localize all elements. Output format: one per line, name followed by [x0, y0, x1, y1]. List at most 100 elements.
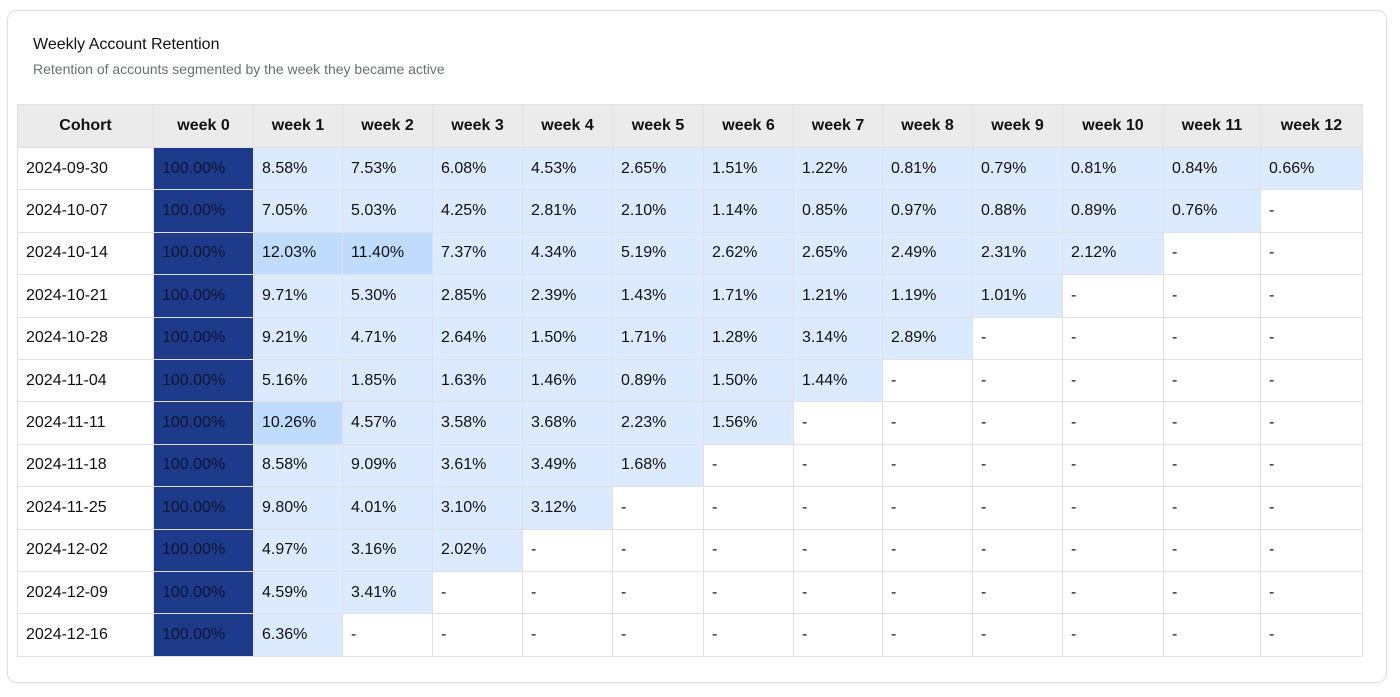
- retention-cell: -: [972, 528, 1063, 572]
- cohort-cell: 2024-11-04: [17, 358, 154, 403]
- retention-cell: -: [882, 613, 973, 657]
- retention-cell: 3.10%: [432, 486, 523, 530]
- retention-cell: 5.03%: [342, 189, 433, 233]
- table-row: 2024-10-28 100.00% 9.21% 4.71% 2.64% 1.50% 1.7…: [17, 316, 1363, 360]
- retention-cell: 2.23%: [612, 401, 704, 445]
- cohort-cell: 2024-11-11: [17, 401, 154, 445]
- retention-cell: -: [793, 570, 883, 615]
- retention-cell: 8.58%: [253, 146, 343, 191]
- retention-cell: -: [972, 486, 1063, 530]
- column-header-week-11: week 11: [1163, 104, 1261, 148]
- retention-cell: -: [703, 613, 794, 657]
- retention-cell: 0.66%: [1260, 146, 1363, 191]
- retention-cell: 3.16%: [342, 528, 433, 572]
- retention-cell: 4.53%: [522, 146, 613, 191]
- retention-cell: 4.59%: [253, 570, 343, 615]
- table-body: 2024-09-30 100.00% 8.58% 7.53% 6.08% 4.53% 2.6…: [17, 146, 1363, 657]
- retention-cell: -: [793, 443, 883, 488]
- retention-card: Weekly Account Retention Retention of ac…: [7, 10, 1387, 683]
- cohort-cell: 2024-11-25: [17, 486, 154, 530]
- retention-cell: -: [1260, 528, 1363, 572]
- retention-cell: -: [882, 570, 973, 615]
- retention-cell: -: [972, 401, 1063, 445]
- retention-cell: 1.01%: [972, 274, 1063, 318]
- retention-cell: 0.76%: [1163, 189, 1261, 233]
- retention-cell: 2.89%: [882, 316, 973, 360]
- retention-cell: 1.51%: [703, 146, 794, 191]
- retention-cell: 5.16%: [253, 358, 343, 403]
- retention-cell: -: [793, 486, 883, 530]
- retention-cell: 1.85%: [342, 358, 433, 403]
- retention-cell: 2.65%: [612, 146, 704, 191]
- retention-cell: -: [1062, 613, 1164, 657]
- retention-cell: -: [522, 528, 613, 572]
- retention-cell: -: [522, 613, 613, 657]
- retention-cell: 6.36%: [253, 613, 343, 657]
- table-row: 2024-11-18 100.00% 8.58% 9.09% 3.61% 3.49% 1.6…: [17, 443, 1363, 488]
- retention-cell: 1.71%: [703, 274, 794, 318]
- retention-cell: 9.80%: [253, 486, 343, 530]
- retention-cell: 1.28%: [703, 316, 794, 360]
- retention-cell: 12.03%: [253, 231, 343, 276]
- retention-cell: 3.41%: [342, 570, 433, 615]
- retention-cell: 0.89%: [1062, 189, 1164, 233]
- retention-cell: 100.00%: [153, 528, 254, 572]
- retention-cell: -: [1260, 358, 1363, 403]
- retention-cell: -: [1163, 231, 1261, 276]
- retention-cell: 2.64%: [432, 316, 523, 360]
- retention-cell: -: [1062, 358, 1164, 403]
- retention-cell: -: [432, 613, 523, 657]
- retention-cell: 1.71%: [612, 316, 704, 360]
- retention-cell: 100.00%: [153, 443, 254, 488]
- retention-cell: -: [1062, 443, 1164, 488]
- column-header-cohort: Cohort: [17, 104, 154, 148]
- retention-cell: -: [432, 570, 523, 615]
- retention-table: Cohort week 0 week 1 week 2 week 3 week 4 week…: [17, 104, 1363, 657]
- retention-cell: 2.81%: [522, 189, 613, 233]
- retention-cell: 7.53%: [342, 146, 433, 191]
- retention-cell: -: [1260, 316, 1363, 360]
- cohort-cell: 2024-09-30: [17, 146, 154, 191]
- retention-cell: -: [1062, 401, 1164, 445]
- retention-cell: 100.00%: [153, 274, 254, 318]
- retention-cell: 7.37%: [432, 231, 523, 276]
- retention-cell: 1.22%: [793, 146, 883, 191]
- retention-cell: 1.21%: [793, 274, 883, 318]
- retention-cell: 100.00%: [153, 231, 254, 276]
- retention-cell: -: [1163, 443, 1261, 488]
- retention-cell: 5.30%: [342, 274, 433, 318]
- cohort-cell: 2024-10-21: [17, 274, 154, 318]
- retention-cell: 11.40%: [342, 231, 433, 276]
- retention-cell: 2.10%: [612, 189, 704, 233]
- retention-cell: -: [612, 613, 704, 657]
- retention-cell: 0.97%: [882, 189, 973, 233]
- retention-cell: 0.84%: [1163, 146, 1261, 191]
- retention-cell: 4.97%: [253, 528, 343, 572]
- retention-cell: -: [703, 528, 794, 572]
- retention-cell: 0.81%: [1062, 146, 1164, 191]
- retention-cell: 9.09%: [342, 443, 433, 488]
- retention-cell: -: [703, 443, 794, 488]
- table-row: 2024-12-09 100.00% 4.59% 3.41% - - - - - - - - - -: [17, 570, 1363, 615]
- retention-cell: 1.50%: [522, 316, 613, 360]
- retention-cell: -: [1260, 401, 1363, 445]
- retention-cell: -: [1062, 570, 1164, 615]
- retention-cell: -: [882, 528, 973, 572]
- retention-cell: 7.05%: [253, 189, 343, 233]
- retention-cell: 1.50%: [703, 358, 794, 403]
- retention-cell: 2.49%: [882, 231, 973, 276]
- column-header-week-1: week 1: [253, 104, 343, 148]
- retention-cell: -: [1260, 274, 1363, 318]
- retention-cell: -: [1260, 486, 1363, 530]
- retention-cell: -: [1062, 486, 1164, 530]
- retention-cell: 2.65%: [793, 231, 883, 276]
- retention-cell: -: [1163, 274, 1261, 318]
- table-row: 2024-11-11 100.00% 10.26% 4.57% 3.58% 3.68% 2.…: [17, 401, 1363, 445]
- column-header-week-0: week 0: [153, 104, 254, 148]
- table-row: 2024-09-30 100.00% 8.58% 7.53% 6.08% 4.53% 2.6…: [17, 146, 1363, 191]
- retention-cell: 1.68%: [612, 443, 704, 488]
- table-row: 2024-10-14 100.00% 12.03% 11.40% 7.37% 4.34% 5…: [17, 231, 1363, 276]
- retention-cell: 6.08%: [432, 146, 523, 191]
- retention-cell: 10.26%: [253, 401, 343, 445]
- retention-cell: 3.14%: [793, 316, 883, 360]
